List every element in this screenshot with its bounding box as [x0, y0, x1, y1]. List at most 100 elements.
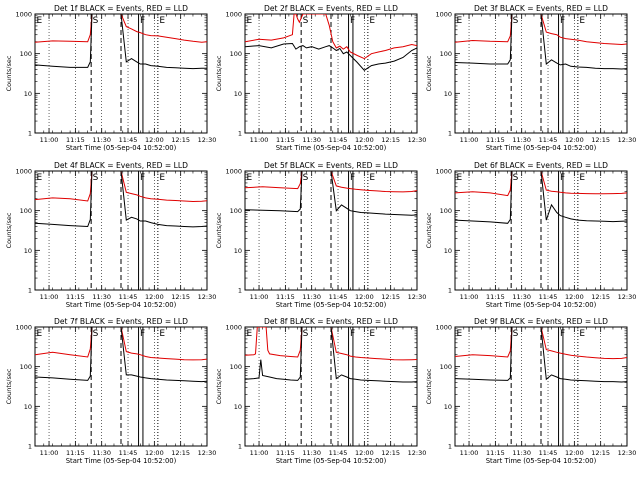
marker-label: E: [37, 329, 43, 339]
x-tick-label: 11:15: [486, 293, 505, 301]
marker-label: E: [159, 16, 165, 26]
y-tick-label: 1: [238, 287, 242, 295]
series-lld-line: [35, 171, 207, 203]
marker-label: S: [513, 16, 519, 26]
marker-label: E: [247, 16, 253, 26]
series-events-line: [245, 42, 417, 71]
y-tick-label: 1: [448, 130, 452, 138]
marker-label: E: [457, 329, 463, 339]
series-lld-line: [455, 327, 627, 360]
y-tick-label: 1000: [435, 168, 452, 176]
panel-title: Det 9f BLACK = Events, RED = LLD: [474, 317, 608, 326]
marker-label: S: [303, 16, 309, 26]
marker-label: S: [303, 173, 309, 183]
series-lld-line: [245, 14, 417, 60]
y-tick-label: 1: [238, 443, 242, 451]
x-tick-label: 11:45: [539, 449, 558, 457]
marker-label: S: [93, 173, 99, 183]
marker-label: S: [93, 16, 99, 26]
x-tick-label: 12:30: [408, 136, 427, 144]
panel-4: Det 4f BLACK = Events, RED = LLD 1 10 100 10…: [5, 161, 216, 309]
x-tick-label: 12:15: [381, 136, 400, 144]
x-tick-label: 12:30: [198, 449, 217, 457]
y-tick-label: 10: [24, 247, 32, 255]
x-tick-label: 12:30: [198, 293, 217, 301]
marker-label: S: [513, 329, 519, 339]
panel-title: Det 5f BLACK = Events, RED = LLD: [264, 161, 398, 170]
x-axis-label: Start Time (05-Sep-04 10:52:00): [486, 144, 597, 152]
x-axis-label: Start Time (05-Sep-04 10:52:00): [486, 457, 597, 465]
x-tick-label: 12:30: [408, 293, 427, 301]
y-tick-label: 1: [28, 443, 32, 451]
y-tick-label: 10: [444, 403, 452, 411]
marker-label: E: [369, 173, 375, 183]
y-tick-label: 1: [28, 130, 32, 138]
y-tick-label: 1000: [225, 168, 242, 176]
x-tick-label: 11:00: [250, 136, 269, 144]
y-tick-label: 1000: [15, 11, 32, 19]
x-axis-label: Start Time (05-Sep-04 10:52:00): [66, 457, 177, 465]
panel-title: Det 1f BLACK = Events, RED = LLD: [54, 4, 188, 13]
y-tick-label: 100: [230, 207, 242, 215]
x-tick-label: 11:30: [302, 136, 321, 144]
marker-label: S: [513, 173, 519, 183]
x-tick-label: 12:15: [171, 136, 190, 144]
panel-3: Det 3f BLACK = Events, RED = LLD 1 10 100 10…: [425, 4, 636, 152]
panel-7: Det 7f BLACK = Events, RED = LLD 1 10 100 10…: [5, 317, 216, 465]
panel-title: Det 8f BLACK = Events, RED = LLD: [264, 317, 398, 326]
panel-9: Det 9f BLACK = Events, RED = LLD 1 10 100 10…: [425, 317, 636, 465]
series-lld-line: [35, 14, 207, 43]
x-tick-label: 12:15: [381, 293, 400, 301]
y-axis-label: Counts/sec: [425, 212, 433, 248]
marker-label: S: [303, 329, 309, 339]
panel-title: Det 2f BLACK = Events, RED = LLD: [264, 4, 398, 13]
x-tick-label: 11:45: [329, 136, 348, 144]
y-tick-label: 10: [234, 403, 242, 411]
y-tick-label: 1: [448, 287, 452, 295]
y-tick-label: 100: [440, 207, 452, 215]
marker-label: E: [247, 173, 253, 183]
y-tick-label: 10: [444, 90, 452, 98]
x-tick-label: 12:15: [381, 449, 400, 457]
marker-label: E: [37, 16, 43, 26]
x-tick-label: 12:00: [145, 136, 164, 144]
marker-label: E: [579, 16, 585, 26]
x-tick-label: 12:00: [355, 136, 374, 144]
x-tick-label: 12:00: [355, 293, 374, 301]
y-tick-label: 100: [230, 363, 242, 371]
y-tick-label: 10: [234, 247, 242, 255]
x-tick-label: 12:15: [591, 449, 610, 457]
x-tick-label: 12:30: [408, 449, 427, 457]
y-axis-label: Counts/sec: [5, 368, 13, 404]
y-tick-label: 1: [238, 130, 242, 138]
x-tick-label: 11:30: [512, 293, 531, 301]
marker-label: E: [369, 16, 375, 26]
series-events-line: [35, 14, 207, 70]
x-tick-label: 11:15: [276, 136, 295, 144]
x-axis-label: Start Time (05-Sep-04 10:52:00): [276, 457, 387, 465]
x-tick-label: 11:15: [276, 293, 295, 301]
y-tick-label: 100: [440, 50, 452, 58]
x-tick-label: 11:00: [460, 293, 479, 301]
marker-label: S: [93, 329, 99, 339]
panel-2: Det 2f BLACK = Events, RED = LLD 1 10 100 10…: [215, 4, 426, 152]
x-tick-label: 12:00: [565, 449, 584, 457]
x-tick-label: 12:30: [618, 293, 637, 301]
x-tick-label: 11:45: [119, 449, 138, 457]
y-tick-label: 1: [448, 443, 452, 451]
y-axis-label: Counts/sec: [5, 55, 13, 91]
series-events-line: [35, 327, 207, 383]
series-lld-line: [245, 171, 417, 193]
marker-label: E: [247, 329, 253, 339]
y-tick-label: 1: [28, 287, 32, 295]
y-tick-label: 100: [20, 50, 32, 58]
y-tick-label: 10: [444, 247, 452, 255]
y-tick-label: 1000: [15, 168, 32, 176]
y-tick-label: 1000: [15, 324, 32, 332]
series-events-line: [455, 14, 627, 70]
series-lld-line: [455, 14, 627, 46]
series-lld-line: [455, 171, 627, 197]
x-tick-label: 12:00: [355, 449, 374, 457]
x-tick-label: 11:00: [40, 293, 59, 301]
